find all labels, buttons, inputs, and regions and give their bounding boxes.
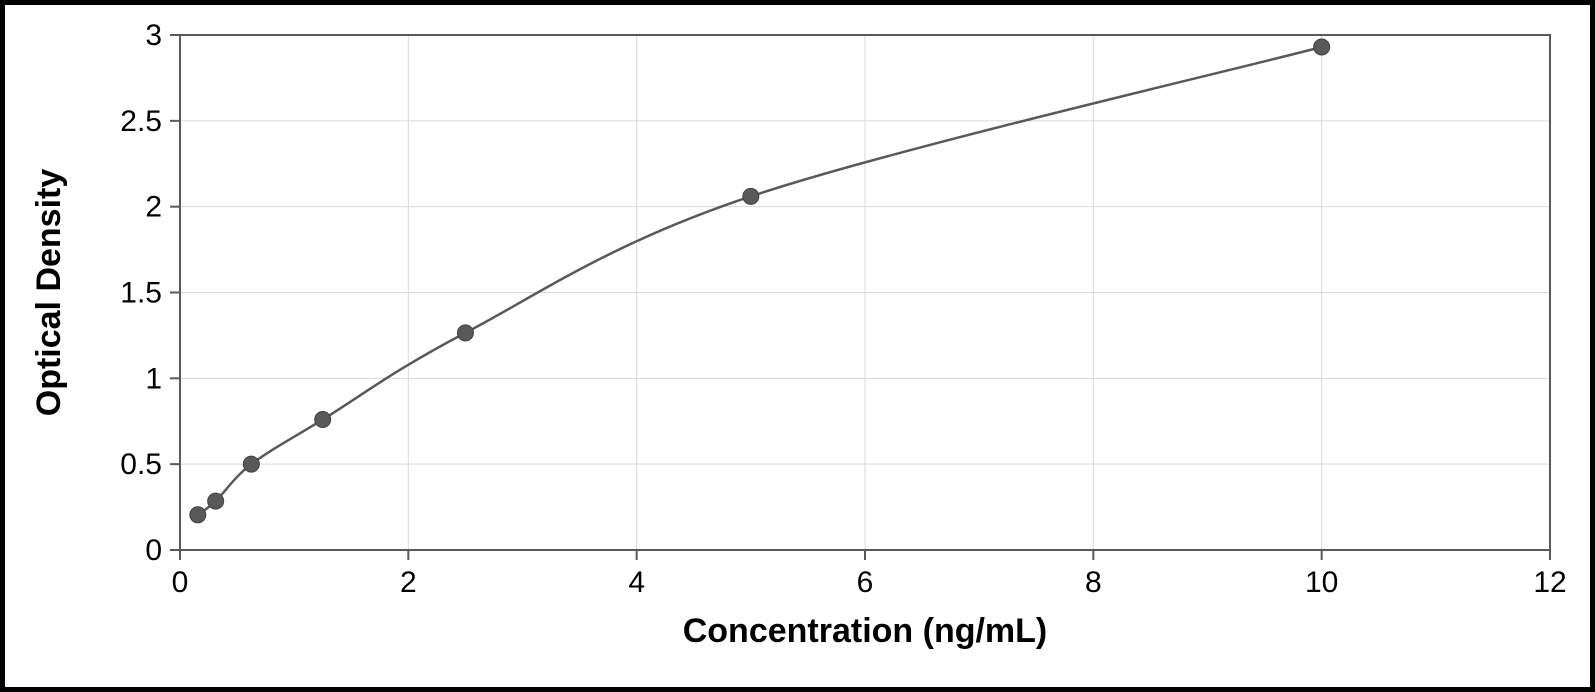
y-tick-label: 3 bbox=[145, 19, 162, 52]
x-tick-label: 12 bbox=[1533, 566, 1566, 599]
x-tick-label: 0 bbox=[172, 566, 189, 599]
data-point-marker bbox=[243, 456, 259, 472]
chart-svg: 0 2 4 6 8 10 12 0 0.5 1 1.5 2 2.5 3 Concentration (ng/… bbox=[5, 5, 1590, 687]
x-tick-label: 8 bbox=[1085, 566, 1102, 599]
data-point-marker bbox=[743, 188, 759, 204]
data-point-marker bbox=[208, 493, 224, 509]
y-tick-label: 2.5 bbox=[120, 105, 162, 138]
x-tick-label: 10 bbox=[1305, 566, 1338, 599]
x-tick-label: 2 bbox=[400, 566, 417, 599]
y-axis-label: Optical Density bbox=[30, 169, 68, 417]
x-tick-label: 6 bbox=[857, 566, 874, 599]
y-tick-label: 0.5 bbox=[120, 448, 162, 481]
x-tick-label: 4 bbox=[628, 566, 645, 599]
chart-frame: 0 2 4 6 8 10 12 0 0.5 1 1.5 2 2.5 3 Concentration (ng/… bbox=[0, 0, 1595, 692]
data-point-marker bbox=[1314, 39, 1330, 55]
data-point-marker bbox=[315, 412, 331, 428]
x-axis-label: Concentration (ng/mL) bbox=[683, 612, 1048, 650]
chart-background bbox=[5, 5, 1590, 687]
y-tick-label: 1.5 bbox=[120, 277, 162, 310]
data-point-marker bbox=[190, 507, 206, 523]
y-tick-label: 0 bbox=[145, 534, 162, 567]
y-tick-label: 2 bbox=[145, 191, 162, 224]
y-tick-label: 1 bbox=[145, 362, 162, 395]
data-point-marker bbox=[457, 325, 473, 341]
